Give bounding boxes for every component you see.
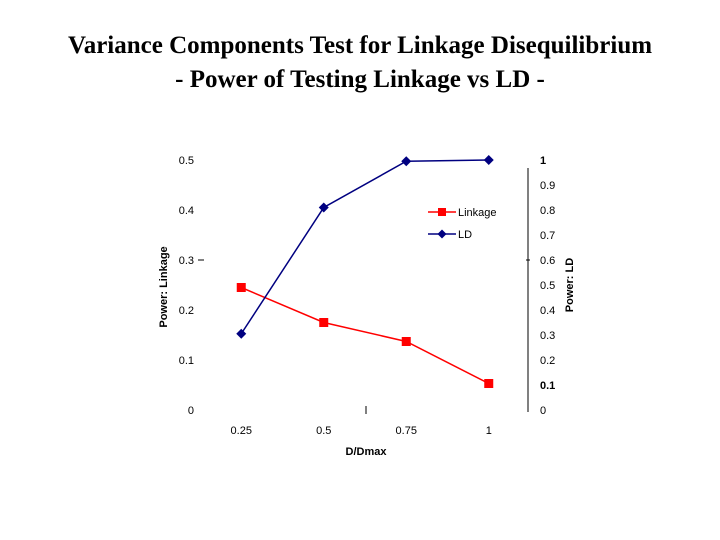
y-left-tick-label: 0.4	[179, 205, 194, 217]
series-line-ld	[240, 159, 489, 335]
y-left-tick-label: 0.5	[179, 155, 194, 167]
y-right-tick-label: 1	[540, 155, 546, 167]
y-right-tick-label: 0.3	[540, 330, 555, 342]
y-left-axis-label: Power: Linkage	[158, 246, 170, 327]
y-right-tick-label: 0.5	[540, 280, 555, 292]
y-right-tick-label: 0	[540, 405, 546, 417]
y-right-tick-label: 0.1	[540, 380, 555, 392]
linkage-point	[401, 337, 411, 346]
y-right-tick-label: 0.6	[540, 255, 555, 267]
y-left-tick-label: 0	[188, 405, 194, 417]
y-right-tick-label: 0.2	[540, 355, 555, 367]
chart-title-line-1: Variance Components Test for Linkage Dis…	[67, 32, 653, 59]
x-tick-label: 0.75	[396, 425, 417, 437]
x-axis-label: D/Dmax	[346, 446, 388, 458]
x-tick-label: 1	[486, 425, 492, 437]
y-right-axis-label: Power: LD	[564, 258, 576, 312]
x-tick-label: 0.25	[231, 425, 252, 437]
y-right-tick-label: 0.7	[540, 230, 555, 242]
linkage-point	[236, 283, 246, 292]
y-right-tick-label: 0.9	[540, 180, 555, 192]
legend-marker-linkage	[438, 208, 446, 216]
ld-point	[236, 328, 247, 339]
legend-marker-ld	[437, 229, 447, 239]
y-right-tick-label: 0.8	[540, 205, 555, 217]
legend-label-ld: LD	[458, 229, 472, 241]
x-tick-label: 0.5	[316, 425, 331, 437]
linkage-point	[319, 318, 329, 327]
ld-point	[318, 202, 329, 213]
chart-title-line-2: - Power of Testing Linkage vs LD -	[175, 66, 545, 93]
y-left-tick-label: 0.2	[179, 305, 194, 317]
y-right-tick-label: 0.4	[540, 305, 555, 317]
series-line-linkage	[240, 286, 490, 385]
y-left-tick-label: 0.1	[179, 355, 194, 367]
linkage-point	[484, 379, 494, 388]
legend-label-linkage: Linkage	[458, 207, 497, 219]
ld-point	[401, 156, 412, 167]
y-left-tick-label: 0.3	[179, 255, 194, 267]
ld-point	[483, 155, 494, 165]
